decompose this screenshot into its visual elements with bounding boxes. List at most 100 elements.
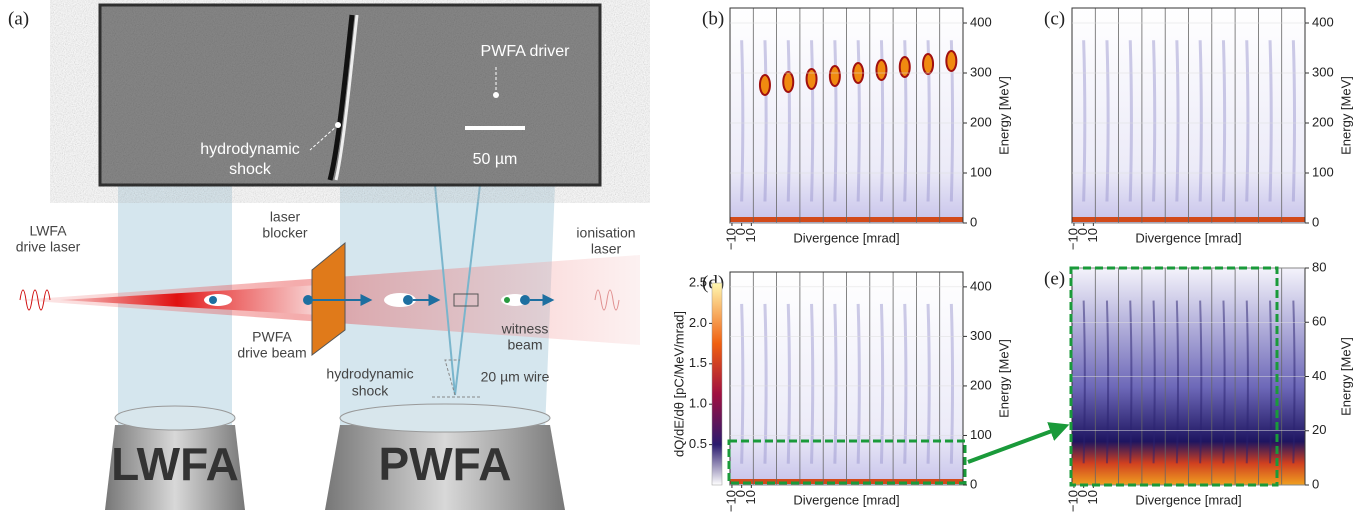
annotation: 20 µm wire bbox=[481, 369, 550, 385]
y-tick-label: 200 bbox=[970, 377, 992, 392]
spectrum-streak bbox=[903, 303, 908, 464]
spectrum-streak bbox=[1152, 40, 1157, 202]
x-tick-label: 10 bbox=[1085, 228, 1100, 242]
annotation: hydrodynamic bbox=[326, 366, 413, 382]
panel-label: (a) bbox=[8, 8, 29, 29]
annotation: LWFA bbox=[29, 223, 67, 239]
spectrum-streak bbox=[1222, 300, 1226, 464]
y-tick-label: 100 bbox=[970, 427, 992, 442]
y-axis-label: Energy [MeV] bbox=[1338, 76, 1353, 155]
x-tick-label: −10 bbox=[1065, 490, 1080, 512]
spectrum-streak bbox=[879, 303, 885, 464]
spectrum-streak bbox=[1175, 40, 1180, 202]
x-tick-label: 10 bbox=[743, 228, 758, 242]
inset-label: shock bbox=[229, 161, 272, 178]
colorbar bbox=[711, 282, 723, 486]
y-tick-label: 100 bbox=[1312, 164, 1334, 179]
spectrum-streak bbox=[1221, 40, 1227, 202]
y-tick-label: 300 bbox=[970, 328, 992, 343]
annotation: PWFA bbox=[252, 329, 292, 345]
y-tick-label: 0 bbox=[1312, 214, 1319, 229]
x-tick-label: −10 bbox=[1065, 228, 1080, 250]
y-tick-label: 200 bbox=[970, 114, 992, 129]
y-tick-label: 80 bbox=[1312, 259, 1326, 274]
beam-spot bbox=[758, 74, 771, 96]
colorbar-tick-label: 0.5 bbox=[689, 436, 707, 451]
y-tick-label: 100 bbox=[970, 164, 992, 179]
x-tick-label: 0 bbox=[733, 228, 748, 235]
spectrum-streak bbox=[763, 303, 768, 464]
spectrum-streak bbox=[1245, 40, 1250, 202]
spectrum-streak bbox=[833, 303, 838, 464]
beam-spot bbox=[805, 68, 818, 90]
beam-spot bbox=[922, 53, 935, 75]
annotation: beam bbox=[507, 337, 542, 353]
y-tick-label: 0 bbox=[1312, 476, 1319, 491]
zoom-box bbox=[727, 439, 967, 485]
panel-label: (c) bbox=[1044, 8, 1065, 29]
spectrum-streak bbox=[1269, 300, 1273, 464]
spectrum-streak bbox=[810, 303, 815, 464]
scale-bar-label: 50 µm bbox=[473, 151, 518, 168]
x-tick-label: 10 bbox=[1085, 490, 1100, 504]
spectrum-streak bbox=[810, 40, 815, 202]
x-tick-label: 0 bbox=[733, 490, 748, 497]
spectrum-streak bbox=[1268, 40, 1273, 202]
spectrum-streak bbox=[1199, 300, 1203, 464]
stage-label: PWFA bbox=[379, 438, 512, 490]
beam-spot bbox=[782, 71, 795, 93]
colorbar-tick-label: 2.5 bbox=[689, 274, 707, 289]
y-tick-label: 400 bbox=[970, 14, 992, 29]
spectrum-streak bbox=[1105, 300, 1110, 464]
panel-label: (b) bbox=[702, 8, 724, 29]
y-tick-label: 200 bbox=[1312, 114, 1334, 129]
beam-spot bbox=[875, 59, 888, 81]
zoom-arrow bbox=[967, 422, 1070, 464]
spectrum-streak bbox=[926, 303, 931, 464]
spectrum-streak bbox=[786, 303, 791, 464]
y-tick-label: 20 bbox=[1312, 422, 1326, 437]
annotation: ionisation bbox=[576, 225, 635, 241]
spectrum-streak bbox=[856, 40, 861, 202]
colorbar-label: dQ/dE/dθ [pC/MeV/mrad] bbox=[671, 311, 686, 457]
colorbar-tick-label: 1.5 bbox=[689, 355, 707, 370]
y-tick-label: 0 bbox=[970, 214, 977, 229]
x-axis-label: Divergence [mrad] bbox=[1135, 230, 1241, 245]
x-tick-label: −10 bbox=[723, 228, 738, 250]
y-tick-label: 300 bbox=[1312, 64, 1334, 79]
annotation: drive beam bbox=[237, 345, 306, 361]
colorbar-tick-label: 1.0 bbox=[689, 396, 707, 411]
beam-spot bbox=[945, 50, 958, 72]
x-tick-label: 10 bbox=[743, 490, 758, 504]
x-tick-label: −10 bbox=[723, 490, 738, 512]
x-axis-label: Divergence [mrad] bbox=[793, 230, 899, 245]
x-axis-label: Divergence [mrad] bbox=[793, 492, 899, 507]
y-tick-label: 400 bbox=[970, 278, 992, 293]
y-axis-label: Energy [MeV] bbox=[1338, 337, 1353, 416]
spectrum-streak bbox=[786, 40, 791, 202]
annotation: laser bbox=[270, 209, 301, 225]
stage-label: LWFA bbox=[111, 438, 239, 490]
spectrum-streak bbox=[763, 40, 768, 202]
x-axis-label: Divergence [mrad] bbox=[1135, 492, 1241, 507]
spectrum-streak bbox=[1082, 300, 1086, 464]
beam-spot bbox=[828, 65, 841, 87]
inset-label: hydrodynamic bbox=[200, 141, 300, 158]
annotation: laser bbox=[591, 241, 622, 257]
beam-spot bbox=[898, 56, 911, 78]
y-axis-label: Energy [MeV] bbox=[996, 339, 1011, 418]
y-tick-label: 60 bbox=[1312, 314, 1326, 329]
y-tick-label: 400 bbox=[1312, 14, 1334, 29]
zoom-box bbox=[1069, 266, 1279, 487]
y-tick-label: 40 bbox=[1312, 368, 1326, 383]
spectrum-streak bbox=[1128, 40, 1133, 202]
panel-a-art bbox=[19, 3, 640, 510]
spectrum-streak bbox=[949, 303, 955, 464]
y-axis-label: Energy [MeV] bbox=[996, 76, 1011, 155]
spectrum-streak bbox=[1129, 300, 1133, 464]
inset-label: PWFA driver bbox=[481, 43, 571, 60]
spectrum-streak bbox=[1082, 40, 1087, 202]
x-tick-label: 0 bbox=[1075, 228, 1090, 235]
panel-label: (e) bbox=[1044, 268, 1065, 289]
